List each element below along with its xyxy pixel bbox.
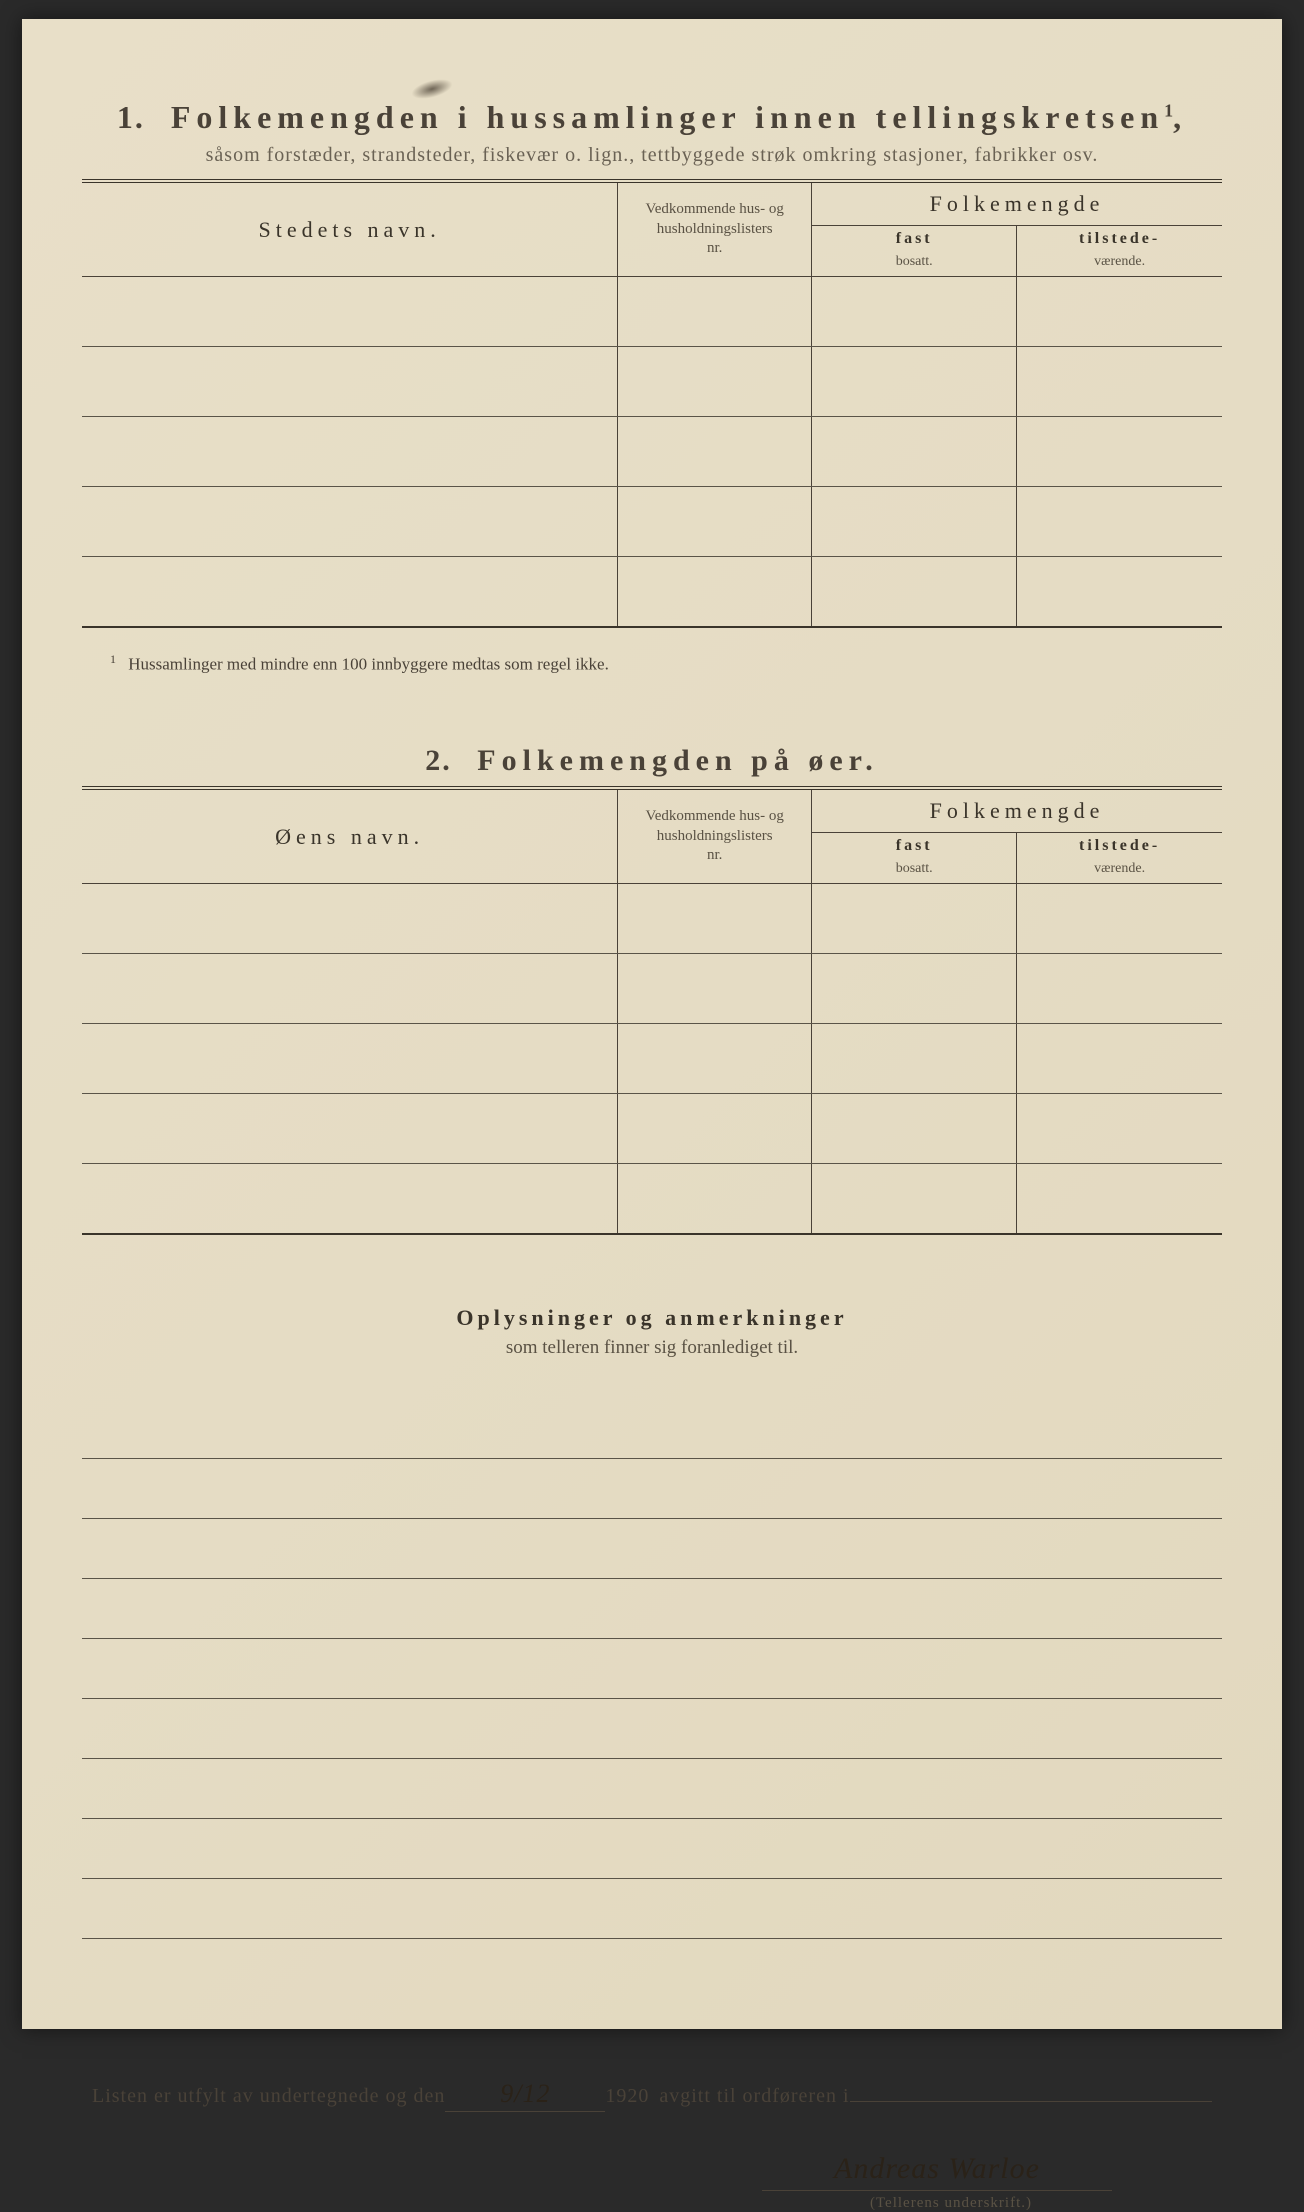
section-2-title-text: Folkemengden på øer. (477, 744, 878, 777)
ruled-line (82, 1459, 1222, 1519)
table-row (82, 487, 1222, 557)
ruled-line (82, 1519, 1222, 1579)
section-1-footnote: 1 Hussamlinger med mindre enn 100 innbyg… (110, 652, 1222, 675)
section-1-subtitle: såsom forstæder, strandsteder, fiskevær … (82, 144, 1222, 167)
remarks-section: Oplysninger og anmerkninger som telleren… (82, 1305, 1222, 1939)
section-1-superscript: 1 (1164, 100, 1173, 120)
signature-middle: avgitt til ordføreren i (659, 2085, 849, 2108)
remarks-title: Oplysninger og anmerkninger (82, 1305, 1222, 1331)
section-2-table: Øens navn. Vedkommende hus- og husholdni… (82, 786, 1222, 1235)
table-row (82, 884, 1222, 954)
section-1-title: 1. Folkemengden i hussamlinger innen tel… (82, 99, 1222, 136)
ruled-line (82, 1819, 1222, 1879)
table-row (82, 1164, 1222, 1234)
section-2: 2. Folkemengden på øer. Øens navn. Vedko… (82, 744, 1222, 1235)
col-fast-bosatt: fast bosatt. (812, 226, 1017, 277)
col-tilstedevaerende-2: tilstede- værende. (1017, 833, 1222, 884)
table-row (82, 417, 1222, 487)
table-row (82, 1024, 1222, 1094)
section-1-title-text: Folkemengden i hussamlinger innen tellin… (171, 99, 1164, 135)
col-folkemengde: Folkemengde (812, 181, 1222, 226)
ruled-line (82, 1699, 1222, 1759)
signature-area: Listen er utfylt av undertegnede og den … (82, 2079, 1222, 2212)
ruled-line (82, 1639, 1222, 1699)
col-fast-bosatt-2: fast bosatt. (812, 833, 1017, 884)
table-row (82, 557, 1222, 627)
section-1-number: 1. (117, 99, 145, 135)
ruled-line (82, 1399, 1222, 1459)
remarks-ruled-lines (82, 1399, 1222, 1939)
signature-name: Andreas Warloe (762, 2152, 1112, 2191)
table-row (82, 347, 1222, 417)
signature-year: 1920 (605, 2085, 649, 2108)
col-tilstedevaerende: tilstede- værende. (1017, 226, 1222, 277)
ruled-line (82, 1759, 1222, 1819)
table-row (82, 1094, 1222, 1164)
col-stedets-navn: Stedets navn. (82, 181, 618, 277)
table-row (82, 954, 1222, 1024)
section-1: 1. Folkemengden i hussamlinger innen tel… (82, 99, 1222, 674)
ruled-line (82, 1879, 1222, 1939)
signature-place (850, 2099, 1212, 2102)
table-row (82, 277, 1222, 347)
col-folkemengde-2: Folkemengde (812, 788, 1222, 833)
signature-prefix: Listen er utfylt av undertegnede og den (92, 2085, 445, 2108)
section-1-table: Stedets navn. Vedkommende hus- og hushol… (82, 179, 1222, 628)
ruled-line (82, 1579, 1222, 1639)
remarks-subtitle: som telleren finner sig foranlediget til… (82, 1337, 1222, 1359)
signature-date: 9/12 (445, 2079, 605, 2112)
signature-line: Listen er utfylt av undertegnede og den … (92, 2079, 1212, 2112)
col-husholdningslisters-nr-2: Vedkommende hus- og husholdningslisters … (618, 788, 812, 884)
signature-caption: (Tellerens underskrift.) (92, 2195, 1212, 2212)
col-oens-navn: Øens navn. (82, 788, 618, 884)
section-2-number: 2. (425, 744, 452, 777)
census-form-page: 1. Folkemengden i hussamlinger innen tel… (22, 19, 1282, 2029)
col-husholdningslisters-nr: Vedkommende hus- og husholdningslisters … (618, 181, 812, 277)
section-2-title: 2. Folkemengden på øer. (82, 744, 1222, 778)
